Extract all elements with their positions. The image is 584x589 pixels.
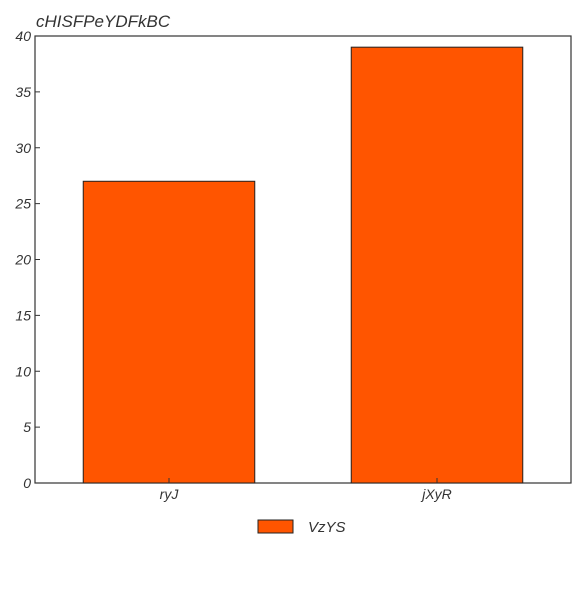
x-tick-label: ryJ <box>160 486 180 502</box>
bar-jXyR <box>350 46 524 484</box>
y-tick-label: 5 <box>23 419 31 435</box>
x-axis: ryJ jXyR <box>160 478 452 502</box>
y-tick-label: 15 <box>15 307 31 323</box>
chart-title: cHISFPeYDFkBC <box>36 12 171 31</box>
y-tick-label: 10 <box>15 363 31 379</box>
y-tick-label: 40 <box>15 28 31 44</box>
bars <box>82 46 524 484</box>
legend-label: VzYS <box>308 519 346 536</box>
bar-ryJ <box>82 180 256 484</box>
legend: VzYS <box>257 519 346 536</box>
y-tick-label: 35 <box>15 84 31 100</box>
y-tick-label: 20 <box>14 252 31 268</box>
x-tick-label: jXyR <box>420 486 452 502</box>
y-tick-label: 25 <box>14 196 31 212</box>
y-tick-label: 30 <box>15 140 31 156</box>
legend-swatch <box>257 519 294 534</box>
y-tick-label: 0 <box>23 475 31 491</box>
y-axis: 0 5 10 15 20 25 30 35 40 <box>14 28 40 491</box>
